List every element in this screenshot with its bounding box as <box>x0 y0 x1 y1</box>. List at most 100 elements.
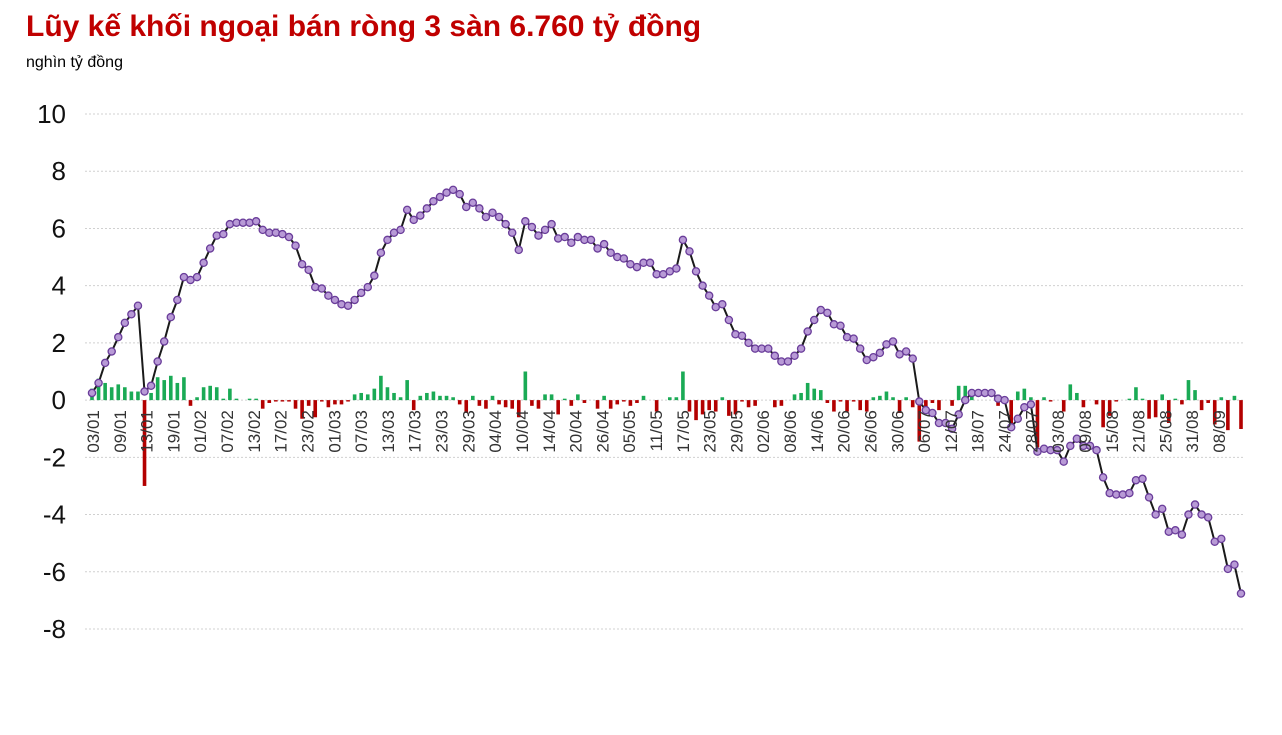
daily-bar <box>425 392 429 401</box>
daily-bar <box>201 387 206 401</box>
daily-bar <box>116 384 121 401</box>
daily-bar <box>451 397 455 401</box>
line-point <box>606 248 615 258</box>
line-point <box>514 245 524 255</box>
daily-bar <box>1107 400 1112 416</box>
line-point <box>127 310 136 319</box>
daily-bar <box>431 391 436 401</box>
line-point <box>199 258 208 268</box>
line-point <box>481 212 491 222</box>
line-point <box>783 357 793 366</box>
line-point <box>1230 560 1239 569</box>
daily-bar <box>175 382 180 401</box>
daily-bar <box>812 388 817 401</box>
y-tick-label: -4 <box>43 500 66 530</box>
daily-bar <box>1048 400 1053 402</box>
x-tick-label: 29/03 <box>459 410 478 453</box>
line-point <box>120 318 130 328</box>
line-point <box>153 357 162 366</box>
line-point <box>396 225 405 235</box>
daily-bar <box>503 400 508 408</box>
daily-bar <box>536 400 541 409</box>
daily-bar <box>884 391 889 401</box>
daily-bar <box>195 397 199 401</box>
daily-bar <box>956 385 961 401</box>
line-point <box>343 301 353 310</box>
y-tick-label: 2 <box>52 328 66 358</box>
line-point <box>836 321 845 330</box>
daily-bar <box>352 394 357 401</box>
daily-bar <box>484 400 488 409</box>
daily-bar <box>556 400 560 415</box>
daily-bar <box>372 388 377 401</box>
line-point <box>409 215 418 225</box>
daily-bar <box>740 400 744 402</box>
daily-bar <box>753 400 757 406</box>
line-point <box>685 247 694 256</box>
daily-bar <box>1206 400 1210 403</box>
line-point <box>737 331 747 340</box>
daily-bar <box>635 400 639 403</box>
gridlines <box>85 113 1244 630</box>
line-point <box>284 232 294 242</box>
daily-bar <box>818 390 823 401</box>
line-point <box>540 225 550 235</box>
line-point <box>632 262 642 272</box>
line-point <box>947 424 957 433</box>
daily-bar <box>1239 400 1243 430</box>
daily-bar <box>864 400 869 412</box>
y-tick-label: 8 <box>52 156 66 186</box>
daily-bar <box>1114 400 1119 402</box>
line-point <box>1026 400 1036 409</box>
line-point <box>1190 500 1200 509</box>
daily-bar <box>280 400 285 402</box>
daily-bar <box>346 400 350 402</box>
daily-bar <box>687 400 692 412</box>
line-point <box>567 238 576 247</box>
daily-bar <box>543 394 547 401</box>
x-tick-label: 17/03 <box>406 410 425 453</box>
x-tick-label: 21/08 <box>1130 410 1149 453</box>
daily-bar <box>149 392 153 401</box>
line-point <box>435 192 445 202</box>
daily-bar <box>208 385 212 401</box>
cumulative-markers <box>87 185 1246 598</box>
line-point <box>1177 530 1187 539</box>
daily-bar <box>293 400 298 409</box>
daily-bar <box>930 400 935 403</box>
y-axis-unit: nghìn tỷ đồng <box>26 54 123 71</box>
daily-bar <box>109 387 114 401</box>
daily-bar <box>641 395 646 401</box>
daily-bar <box>490 395 495 401</box>
daily-bar <box>471 395 475 401</box>
x-tick-label: 25/08 <box>1156 410 1175 453</box>
line-point <box>764 344 773 353</box>
line-point <box>1236 589 1246 598</box>
daily-bar <box>1212 400 1217 425</box>
daily-bar <box>1035 400 1040 448</box>
daily-bar <box>392 392 396 401</box>
line-point <box>159 337 169 346</box>
line-point <box>1066 441 1075 451</box>
x-tick-label: 10/04 <box>513 410 532 453</box>
daily-bar <box>851 400 856 402</box>
daily-bar <box>963 385 968 401</box>
line-point <box>383 235 392 245</box>
daily-bar <box>1199 400 1204 411</box>
daily-net-bars <box>90 371 1243 486</box>
line-point <box>1092 445 1101 455</box>
line-point <box>915 397 924 406</box>
line-point <box>599 239 609 249</box>
line-point <box>704 291 714 300</box>
daily-bar <box>720 397 725 401</box>
y-tick-label: -6 <box>43 557 66 587</box>
line-point <box>429 197 438 206</box>
daily-bar <box>1140 398 1145 401</box>
line-point <box>869 352 878 362</box>
line-point <box>297 259 307 269</box>
x-tick-label: 14/04 <box>540 410 559 453</box>
daily-bar <box>254 398 258 401</box>
line-point <box>133 301 143 310</box>
y-tick-label: 4 <box>52 271 66 301</box>
